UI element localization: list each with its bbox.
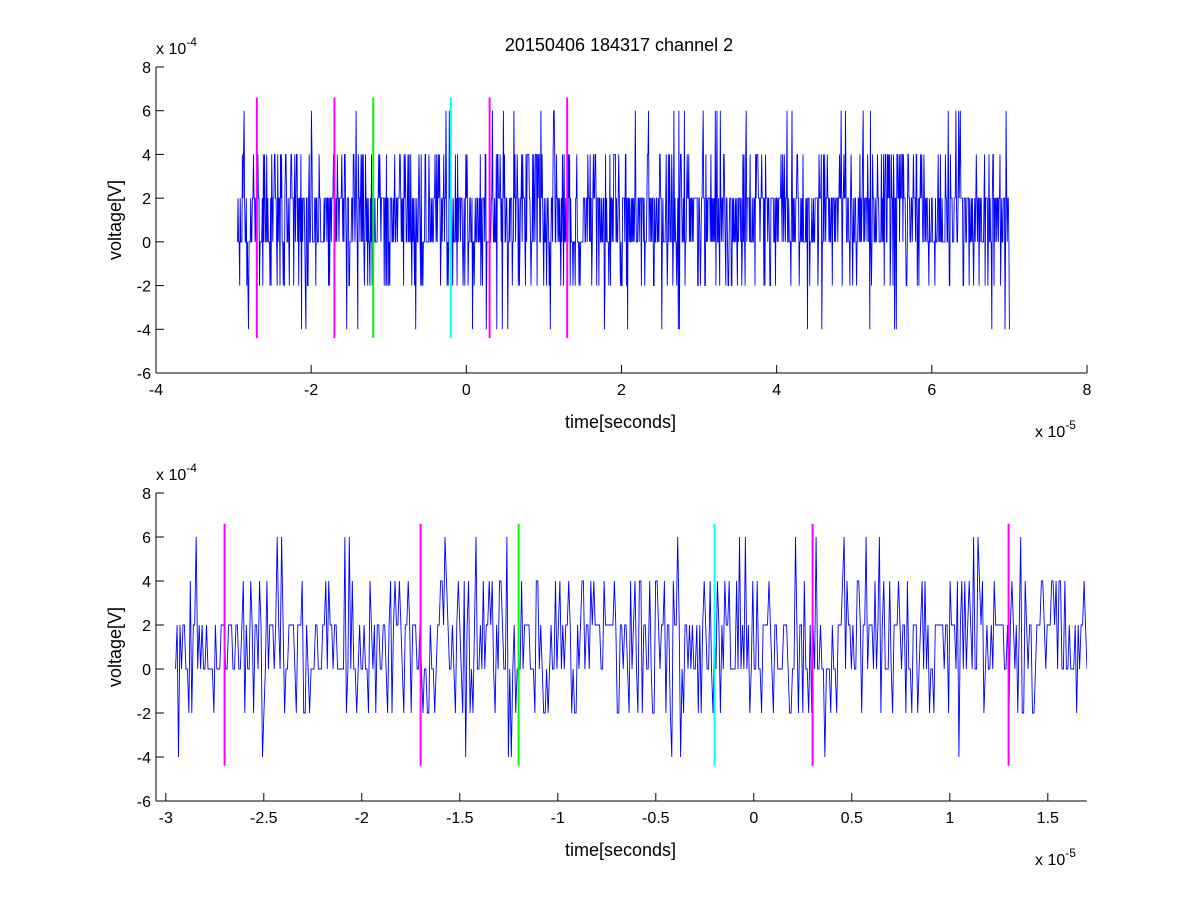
x-tick-label: -2 xyxy=(355,810,369,827)
voltage-trace xyxy=(175,536,1087,758)
y-tick-label: -2 xyxy=(137,706,151,723)
y-tick-label: 8 xyxy=(142,60,151,77)
x-tick-label: 1.5 xyxy=(1037,810,1059,827)
y-tick-label: 0 xyxy=(142,662,151,679)
x-axis-label: time[seconds] xyxy=(565,412,676,432)
y-tick-label: 6 xyxy=(142,104,151,121)
x-tick-label: 4 xyxy=(772,382,781,399)
y-axis-label: voltage[V] xyxy=(105,607,125,687)
x-tick-label: -2 xyxy=(304,382,318,399)
x-tick-label: -1.5 xyxy=(446,810,474,827)
y-tick-label: -4 xyxy=(137,322,151,339)
x-tick-label: 0 xyxy=(749,810,758,827)
x-tick-label: -0.5 xyxy=(642,810,670,827)
y-exponent-base: x 10 xyxy=(156,467,186,484)
voltage-trace xyxy=(237,110,1010,330)
y-tick-label: -6 xyxy=(137,794,151,811)
x-tick-label: 0.5 xyxy=(841,810,863,827)
y-tick-label: -6 xyxy=(137,366,151,383)
x-exponent-base: x 10 xyxy=(1035,424,1065,441)
y-tick-label: 8 xyxy=(142,486,151,503)
y-tick-label: 4 xyxy=(142,574,151,591)
x-exponent-power: -5 xyxy=(1065,418,1076,432)
x-tick-label: -1 xyxy=(551,810,565,827)
y-exponent-label: x 10-4 xyxy=(156,461,197,484)
x-exponent-power: -5 xyxy=(1065,846,1076,860)
y-tick-label: -2 xyxy=(137,279,151,296)
x-tick-label: -3 xyxy=(159,810,173,827)
x-tick-label: 6 xyxy=(927,382,936,399)
y-tick-label: -4 xyxy=(137,750,151,767)
x-tick-label: 1 xyxy=(945,810,954,827)
x-exponent-label: x 10-5 xyxy=(1035,846,1076,869)
y-tick-label: 2 xyxy=(142,618,151,635)
x-tick-label: 2 xyxy=(617,382,626,399)
y-exponent-power: -4 xyxy=(186,35,197,49)
figure-title: 20150406 184317 channel 2 xyxy=(505,35,733,55)
x-tick-label: -2.5 xyxy=(250,810,278,827)
x-tick-label: 8 xyxy=(1083,382,1092,399)
y-exponent-base: x 10 xyxy=(156,41,186,58)
axes-top-overview: -4 -2 0 2 4 6 8-6-4-202468time[seconds]voltage… xyxy=(105,35,1092,441)
y-tick-label: 6 xyxy=(142,530,151,547)
x-tick-label: 0 xyxy=(462,382,471,399)
x-axis-label: time[seconds] xyxy=(565,840,676,860)
y-axis-label: voltage[V] xyxy=(105,180,125,260)
y-exponent-power: -4 xyxy=(186,461,197,475)
y-tick-label: 0 xyxy=(142,235,151,252)
x-exponent-base: x 10 xyxy=(1035,852,1065,869)
x-exponent-label: x 10-5 xyxy=(1035,418,1076,441)
y-tick-label: 4 xyxy=(142,147,151,164)
axes-bottom-zoomed: -3 -2.5 -2 -1.5 -1 -0.5 0 0.5 1 1.5 -6 -4 -2 0 2 4 6 8 tim… xyxy=(105,461,1087,869)
y-exponent-label: x 10-4 xyxy=(156,35,197,58)
y-tick-label: 2 xyxy=(142,191,151,208)
x-tick-label: -4 xyxy=(149,382,163,399)
